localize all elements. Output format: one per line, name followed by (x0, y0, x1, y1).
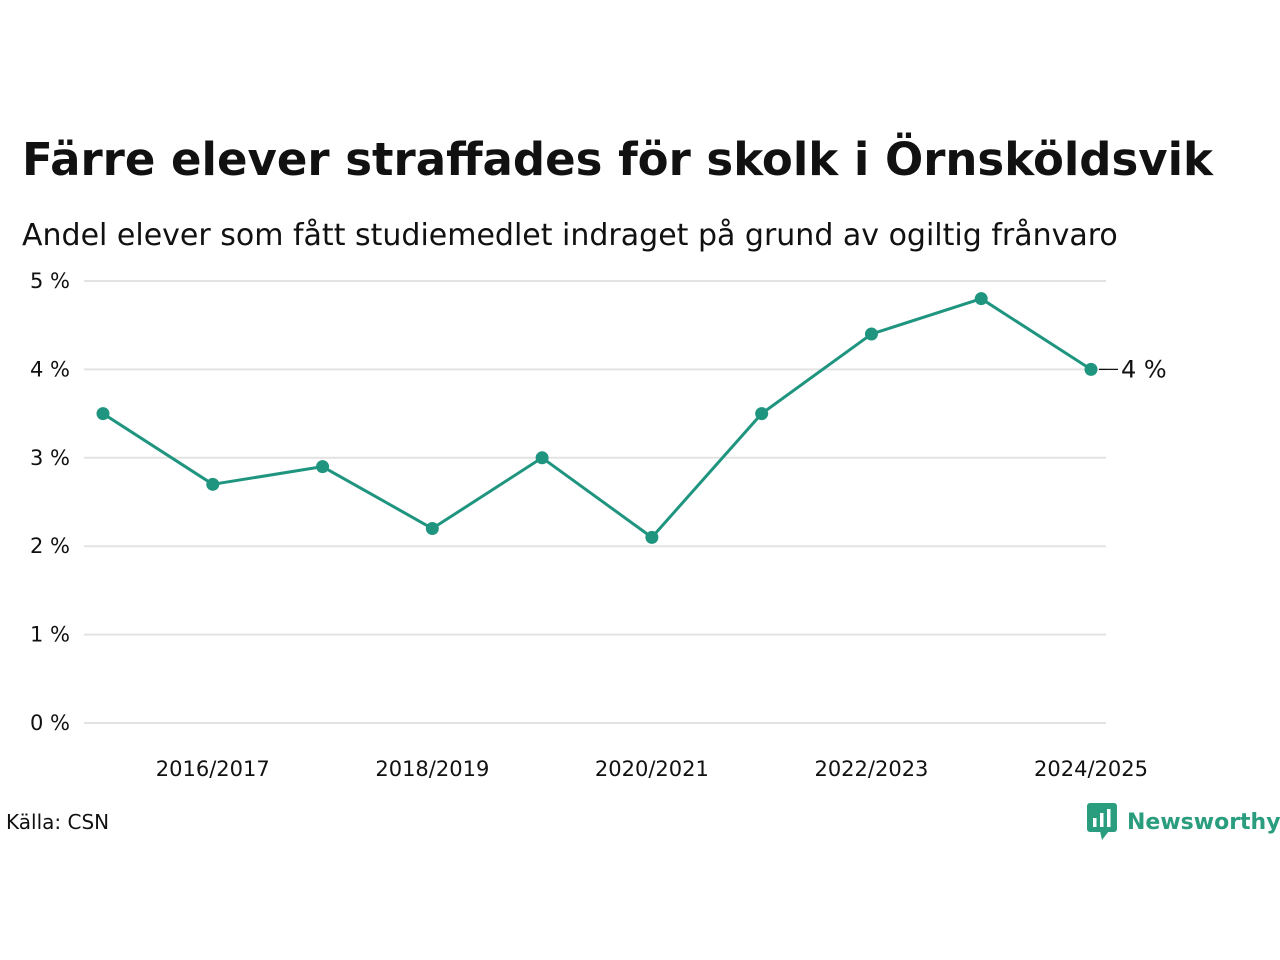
series-line (101, 297, 1093, 539)
source-note: Källa: CSN (6, 810, 110, 834)
y-tick-label: 3 % (30, 446, 70, 470)
brand-name: Newsworthy (1127, 809, 1280, 835)
y-tick-label: 2 % (30, 534, 70, 558)
x-tick-label: 2024/2025 (1034, 757, 1148, 781)
x-tick-label: 2020/2021 (595, 757, 709, 781)
data-point (864, 327, 878, 341)
data-labels: 4 % (1099, 355, 1167, 383)
data-point (755, 407, 769, 421)
y-tick-label: 0 % (30, 711, 70, 735)
y-tick-label: 1 % (30, 623, 70, 647)
y-axis-ticks: 0 % 1 % 2 % 3 % 4 % 5 % (30, 269, 70, 735)
chart-title: Färre elever straffades för skolk i Örns… (22, 133, 1213, 186)
data-point (316, 460, 330, 474)
gridlines (84, 280, 1106, 724)
end-value-label: 4 % (1121, 355, 1167, 383)
data-point (425, 522, 439, 536)
chart-subtitle: Andel elever som fått studiemedlet indra… (22, 218, 1118, 253)
data-point (1084, 362, 1098, 376)
y-tick-label: 5 % (30, 269, 70, 293)
x-tick-label: 2022/2023 (814, 757, 928, 781)
x-tick-label: 2018/2019 (375, 757, 489, 781)
data-series (96, 292, 1098, 544)
x-axis-ticks: 2016/2017 2018/2019 2020/2021 2022/2023 2024… (156, 757, 1148, 781)
newsworthy-logo-icon (1087, 803, 1117, 840)
brand-logo: Newsworthy (1087, 802, 1280, 842)
data-point (645, 530, 659, 544)
data-point (96, 407, 110, 421)
x-tick-label: 2016/2017 (156, 757, 270, 781)
data-point (974, 292, 988, 306)
data-point (206, 477, 220, 491)
data-point (535, 451, 549, 465)
y-tick-label: 4 % (30, 357, 70, 381)
